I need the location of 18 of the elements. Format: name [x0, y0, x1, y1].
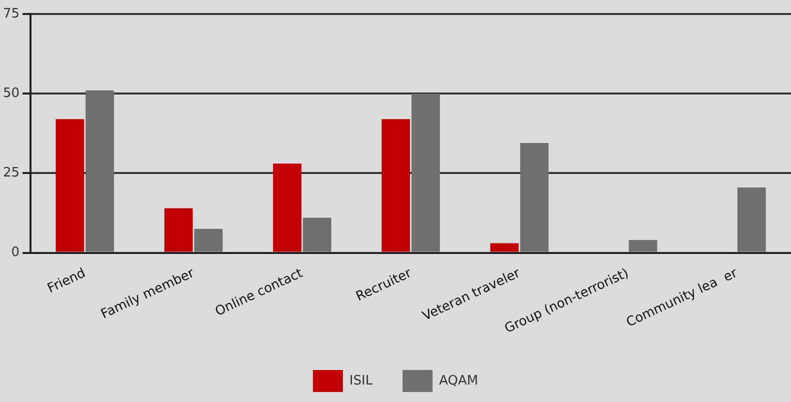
- bar: [628, 240, 658, 252]
- bar: [302, 218, 332, 252]
- bar: [164, 208, 193, 252]
- y-tick-label: 25: [2, 166, 20, 181]
- bar: [194, 228, 223, 252]
- bar: [490, 243, 519, 252]
- legend-label: ISIL: [349, 373, 374, 388]
- legend-label: AQAM: [439, 373, 478, 388]
- y-tick-label: 0: [11, 245, 20, 260]
- bar: [382, 119, 410, 252]
- bar: [273, 164, 302, 252]
- bar: [737, 188, 766, 252]
- y-tick-label: 75: [2, 6, 20, 22]
- bar: [56, 119, 84, 252]
- bar: [86, 90, 114, 252]
- bar: [412, 94, 440, 252]
- bar: [520, 142, 549, 252]
- y-tick-label: 50: [2, 86, 20, 101]
